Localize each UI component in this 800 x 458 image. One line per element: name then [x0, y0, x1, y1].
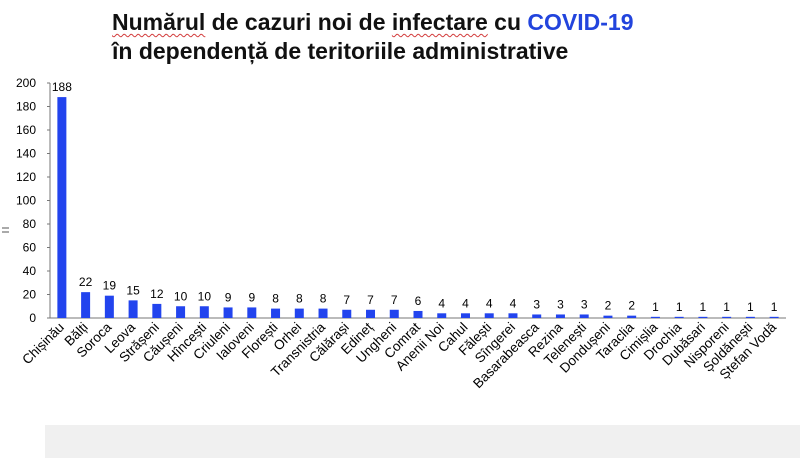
y-tick-label: 100: [16, 194, 36, 208]
bar: [199, 306, 209, 318]
bar: [508, 313, 518, 318]
bar-value-label: 9: [225, 290, 232, 304]
y-tick-label: 160: [16, 123, 36, 137]
bar-value-label: 4: [438, 296, 445, 310]
bar-value-label: 4: [462, 296, 469, 310]
bar-value-label: 7: [367, 293, 374, 307]
bar: [152, 303, 162, 318]
bar: [81, 292, 91, 318]
bar-value-label: 3: [557, 297, 564, 311]
y-tick-label: 120: [16, 170, 36, 184]
bar-value-label: 4: [486, 296, 493, 310]
bar-value-label: 10: [174, 289, 188, 303]
bar: [128, 300, 138, 318]
bar: [318, 308, 328, 318]
title-accent: COVID-19: [527, 9, 634, 35]
bar-value-label: 9: [248, 290, 255, 304]
title-word-3: infectare: [391, 9, 488, 35]
y-tick-label: 80: [23, 217, 37, 231]
bar: [271, 308, 281, 318]
bar-value-label: 1: [771, 300, 778, 314]
bar: [555, 314, 565, 318]
bar: [437, 313, 447, 318]
y-tick-label: 180: [16, 100, 36, 114]
title-word-1: Numărul: [112, 9, 206, 35]
bar: [532, 314, 542, 318]
bar-value-label: 2: [628, 299, 635, 313]
chart-title: Numărul de cazuri noi de infectare cu CO…: [112, 8, 634, 66]
bar-value-label: 1: [700, 300, 707, 314]
bar-value-label: 10: [198, 289, 212, 303]
bar-value-label: 7: [391, 293, 398, 307]
bar: [57, 97, 67, 318]
bar-value-label: 188: [52, 80, 72, 94]
chart-title-line-2: în dependență de teritoriile administrat…: [112, 38, 569, 64]
title-word-4: cu: [487, 9, 528, 35]
chart-title-line-1: Numărul de cazuri noi de infectare cu CO…: [112, 8, 634, 37]
bar: [745, 316, 755, 318]
y-tick-label: 20: [23, 288, 37, 302]
bar-value-label: 3: [533, 297, 540, 311]
bar-value-label: 12: [150, 287, 164, 301]
bar-value-label: 7: [343, 293, 350, 307]
bar: [247, 307, 257, 318]
y-tick-label: 140: [16, 147, 36, 161]
bar-value-label: 1: [747, 300, 754, 314]
bar-value-label: 22: [79, 275, 93, 289]
bar-value-label: 1: [652, 300, 659, 314]
corner-panel: [0, 425, 45, 458]
bar-value-label: 4: [510, 296, 517, 310]
bar: [342, 309, 352, 318]
bar: [223, 307, 233, 318]
title-word-2: de cazuri noi de: [205, 9, 392, 35]
bar-value-label: 19: [103, 279, 117, 293]
bar-value-label: 1: [676, 300, 683, 314]
bar: [603, 315, 613, 318]
bar-value-label: 3: [581, 297, 588, 311]
chart-axes: [2, 83, 786, 319]
category-label: Chișinău: [19, 320, 67, 368]
bar: [627, 315, 637, 318]
bar: [579, 314, 589, 318]
bar: [294, 308, 304, 318]
bar: [460, 313, 470, 318]
y-tick-label: 60: [23, 241, 37, 255]
bar: [176, 306, 186, 318]
bar-value-label: 2: [605, 299, 612, 313]
bar-value-label: 6: [415, 294, 422, 308]
bar: [698, 316, 708, 318]
y-tick-label: 0: [29, 311, 36, 325]
bar: [366, 309, 376, 318]
chart-bars: [57, 97, 779, 318]
y-tick-label: 200: [16, 76, 36, 90]
x-axis-labels: ChișinăuBălțiSorocaLeovaStrășeniCăușeniH…: [19, 319, 779, 391]
bar: [413, 310, 423, 318]
chart-panel: [0, 0, 800, 425]
bar: [484, 313, 494, 318]
bar: [722, 316, 732, 318]
y-axis-ticks: 0 20 40 60 80 100 120 140 160 180 200: [16, 76, 50, 325]
bar-value-label: 8: [272, 292, 279, 306]
bar: [769, 316, 779, 318]
bar-value-label: 15: [126, 283, 140, 297]
y-tick-label: 40: [23, 264, 37, 278]
bar: [650, 316, 660, 318]
bar-value-label: 8: [296, 292, 303, 306]
bar-value-label: 1: [723, 300, 730, 314]
bar: [674, 316, 684, 318]
bar: [389, 309, 399, 318]
bar: [104, 295, 114, 318]
bar-value-label: 8: [320, 292, 327, 306]
